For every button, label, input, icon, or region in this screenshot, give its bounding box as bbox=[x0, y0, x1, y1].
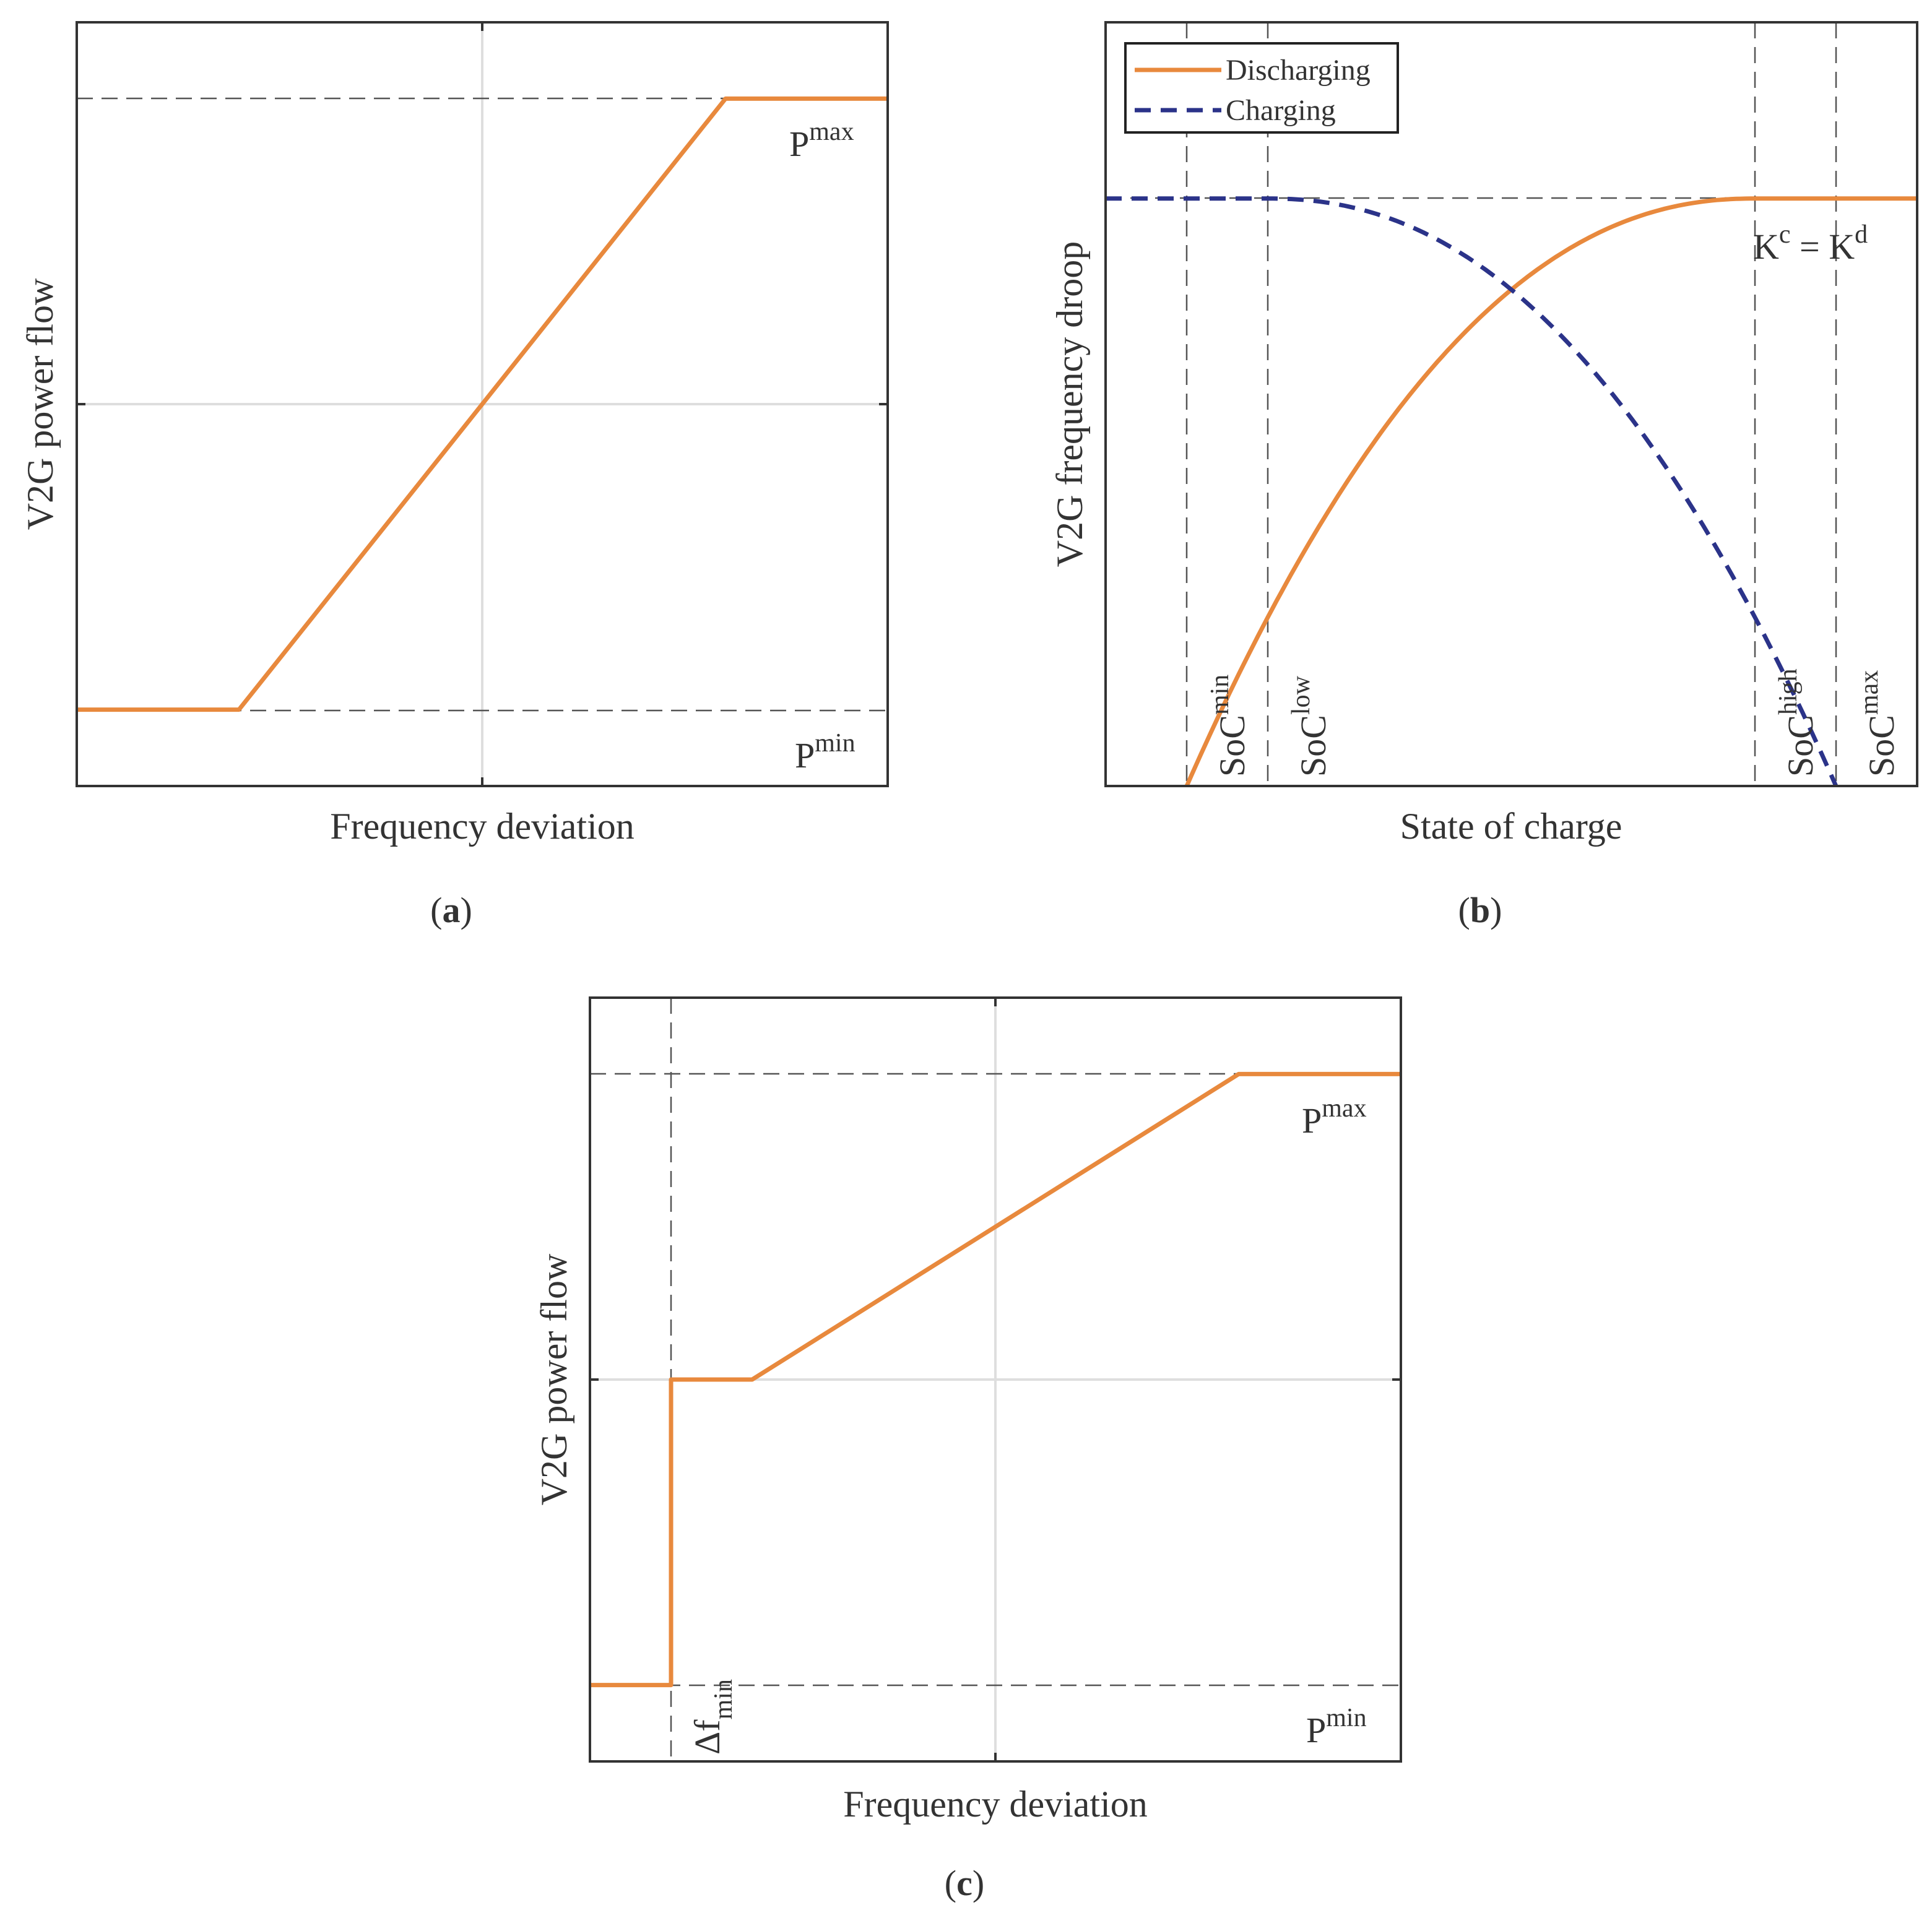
dfmin-label: Δfmin bbox=[687, 1679, 738, 1755]
x-axis-label: State of charge bbox=[1400, 806, 1622, 847]
panel-caption: (a) bbox=[430, 890, 472, 930]
panel-caption: (c) bbox=[945, 1863, 984, 1903]
legend: Discharging Charging bbox=[1124, 42, 1399, 134]
x-axis-label: Frequency deviation bbox=[330, 806, 635, 847]
y-axis-label: V2G power flow bbox=[534, 1253, 574, 1505]
legend-box bbox=[1124, 42, 1399, 134]
panel-b: Discharging Charging Kc = Kd SoCmin SoCl… bbox=[1049, 21, 1918, 930]
y-axis-label: V2G frequency droop bbox=[1049, 241, 1090, 568]
legend-discharging-label: Discharging bbox=[1226, 54, 1371, 87]
plot-frame bbox=[1104, 21, 1918, 787]
power-flow-line bbox=[590, 1071, 1401, 1688]
plot-frame bbox=[76, 21, 889, 787]
pmin-label: Pmin bbox=[795, 729, 856, 775]
x-axis-label: Frequency deviation bbox=[843, 1784, 1148, 1825]
legend-charging-label: Charging bbox=[1226, 94, 1336, 127]
power-flow-line bbox=[77, 96, 888, 712]
pmax-label: Pmax bbox=[1302, 1094, 1367, 1141]
discharging-curve bbox=[1184, 196, 1918, 787]
panel-a: Pmax Pmin Frequency deviation V2G power … bbox=[20, 21, 889, 930]
soc-low-label: SoClow bbox=[1287, 675, 1333, 777]
panel-c: Pmax Pmin Δfmin Frequency deviation V2G … bbox=[534, 996, 1402, 1903]
y-axis-label: V2G power flow bbox=[20, 278, 61, 530]
plot-frame bbox=[589, 996, 1402, 1763]
soc-high-label: SoChigh bbox=[1774, 668, 1821, 777]
pmin-label: Pmin bbox=[1306, 1704, 1367, 1750]
panel-caption: (b) bbox=[1458, 890, 1502, 930]
soc-max-label: SoCmax bbox=[1855, 670, 1902, 777]
pmax-label: Pmax bbox=[789, 118, 854, 164]
soc-min-label: SoCmin bbox=[1206, 675, 1252, 777]
droop-reference-label: Kc = Kd bbox=[1753, 220, 1868, 267]
charging-curve bbox=[1106, 196, 1839, 787]
